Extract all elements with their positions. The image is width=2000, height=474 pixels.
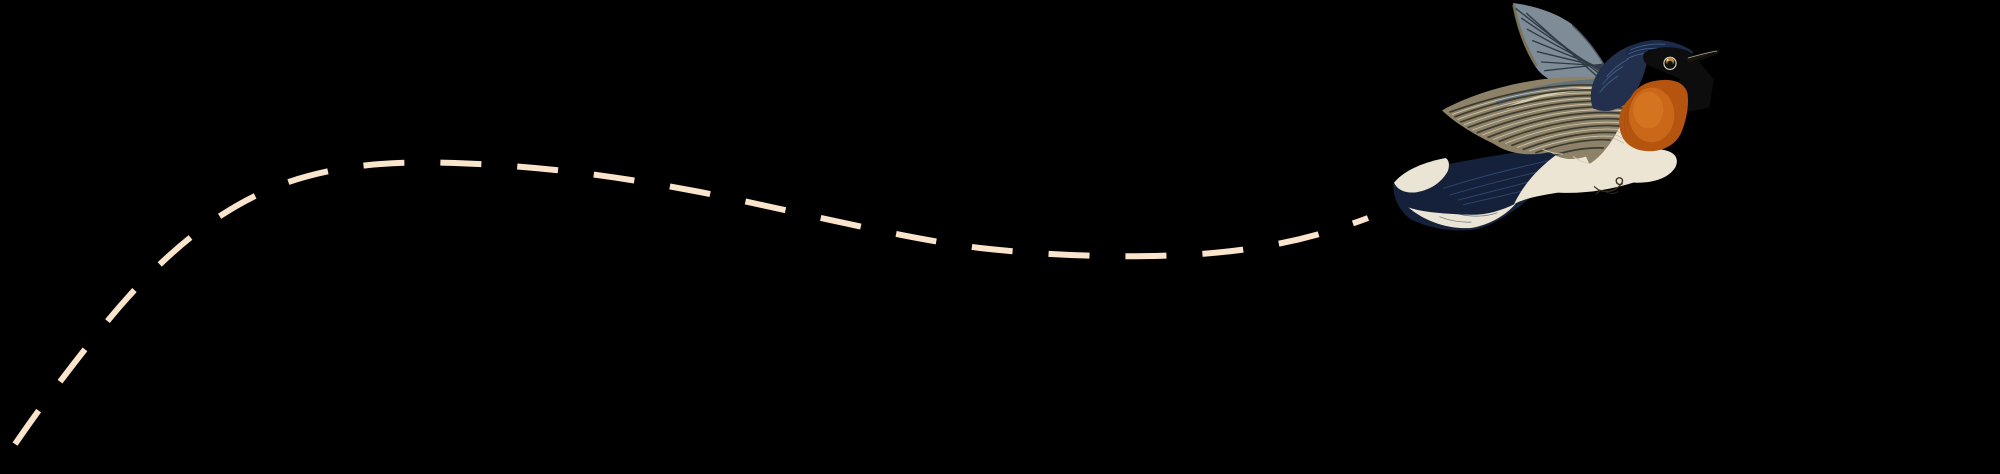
beak-highlight-line — [1687, 50, 1718, 59]
raised-wing-leading-edge — [1512, 4, 1538, 67]
bird-head — [1619, 40, 1720, 152]
bird-raised-wing — [1512, 3, 1614, 85]
claw-secondary — [1606, 191, 1619, 194]
eye-pupil — [1667, 60, 1673, 67]
bird-tail — [1393, 144, 1578, 231]
tail-white-tip-band — [1408, 203, 1516, 229]
back-streaks — [1599, 58, 1629, 93]
claw-toe-lower — [1595, 190, 1601, 195]
tail-shape — [1393, 144, 1578, 231]
throat-texture-lines — [1624, 87, 1641, 139]
throat-orange-core — [1633, 91, 1664, 129]
tail-white-upper-patch — [1394, 158, 1449, 193]
bird-feet — [1593, 177, 1624, 195]
bird-eye — [1662, 56, 1678, 71]
tail-tip-scallop-lines — [1439, 212, 1498, 223]
eye-outline — [1662, 56, 1678, 71]
claw-toe-upper — [1593, 186, 1600, 191]
bird-beak — [1686, 49, 1720, 65]
beak-gape-line — [1690, 52, 1716, 64]
left-wing-tip-edging — [1542, 148, 1590, 164]
claw-curl — [1597, 177, 1624, 193]
bird-illustration — [1393, 3, 1720, 231]
flight-path-dashed-line — [0, 159, 1370, 472]
face-mask-shape — [1643, 47, 1714, 113]
eye-glint — [1666, 59, 1669, 61]
